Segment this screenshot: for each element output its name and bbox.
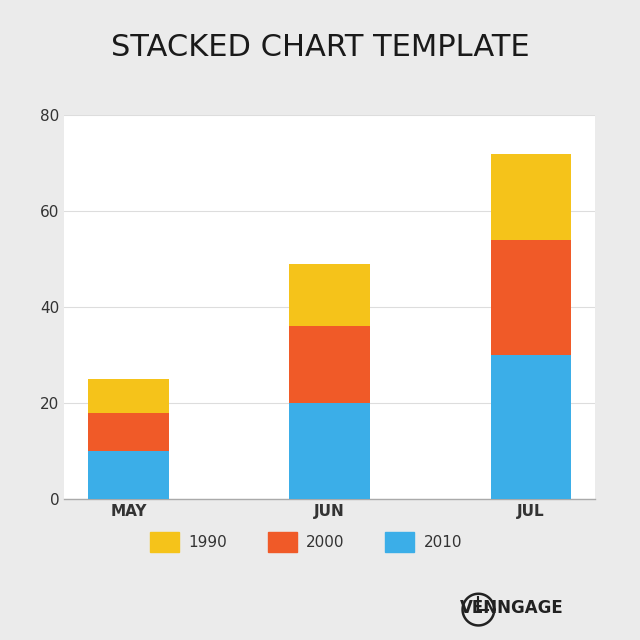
Bar: [289, 326, 370, 403]
Text: 2010: 2010: [424, 534, 462, 550]
Text: 1990: 1990: [189, 534, 228, 550]
Bar: [88, 413, 168, 451]
Bar: [491, 154, 571, 240]
Text: VENNGAGE: VENNGAGE: [460, 599, 563, 617]
Bar: [268, 532, 296, 552]
Bar: [491, 240, 571, 355]
Bar: [491, 355, 571, 499]
Bar: [289, 403, 370, 499]
Bar: [88, 379, 168, 413]
Bar: [88, 451, 168, 499]
Bar: [289, 264, 370, 326]
Text: 2000: 2000: [306, 534, 344, 550]
Text: STACKED CHART TEMPLATE: STACKED CHART TEMPLATE: [111, 33, 529, 63]
Bar: [385, 532, 414, 552]
Bar: [150, 532, 179, 552]
